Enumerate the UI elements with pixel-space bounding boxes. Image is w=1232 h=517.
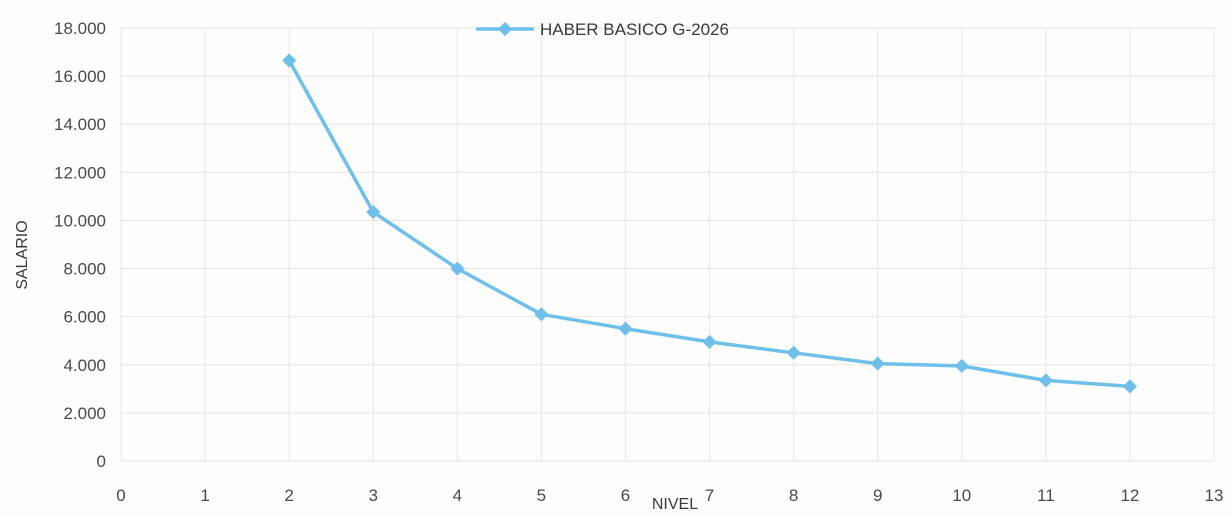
- grid-lines: [120, 27, 1215, 462]
- legend-marker-swatch: [497, 21, 513, 37]
- y-tick-label: 4.000: [63, 356, 106, 375]
- x-tick-label: 8: [789, 486, 798, 505]
- legend-entry-label: HABER BASICO G-2026: [540, 20, 729, 39]
- x-axis-title: NIVEL: [652, 496, 698, 513]
- data-point-marker: [450, 261, 465, 276]
- x-tick-label: 6: [621, 486, 630, 505]
- x-tick-label: 1: [200, 486, 209, 505]
- x-tick-label: 9: [873, 486, 882, 505]
- y-axis-title: SALARIO: [14, 220, 31, 289]
- y-tick-label: 18.000: [54, 19, 106, 38]
- x-tick-label: 11: [1037, 486, 1055, 505]
- x-tick-label: 3: [368, 486, 377, 505]
- data-point-marker: [1038, 373, 1053, 388]
- y-tick-label: 0: [97, 452, 106, 471]
- x-tick-label: 0: [116, 486, 125, 505]
- x-axis-tick-labels: 0 1 2 3 4 5 6 7 8 9 10 11 12 13: [116, 486, 1223, 505]
- data-point-marker: [534, 307, 549, 322]
- data-point-marker: [282, 53, 297, 68]
- y-tick-label: 16.000: [54, 67, 106, 86]
- data-point-marker: [870, 356, 885, 371]
- x-tick-label: 2: [284, 486, 293, 505]
- x-tick-label: 4: [453, 486, 462, 505]
- data-point-marker: [954, 358, 969, 374]
- x-tick-label: 5: [537, 486, 546, 505]
- data-point-marker: [1122, 379, 1137, 394]
- y-axis-tick-labels: 0 2.000 4.000 6.000 8.000 10.000 12.000 14.000 1…: [54, 19, 106, 471]
- x-tick-label: 12: [1120, 486, 1139, 505]
- y-tick-label: 2.000: [63, 404, 106, 423]
- x-tick-label: 10: [952, 486, 971, 505]
- y-tick-label: 10.000: [54, 211, 106, 230]
- y-tick-label: 6.000: [63, 308, 106, 327]
- legend: HABER BASICO G-2026: [476, 20, 729, 39]
- series-layer: [282, 53, 1137, 394]
- x-tick-label: 13: [1205, 486, 1224, 505]
- data-point-marker: [366, 204, 381, 220]
- y-tick-label: 12.000: [54, 163, 106, 182]
- x-tick-label: 7: [705, 486, 714, 505]
- y-tick-label: 14.000: [54, 115, 106, 134]
- data-point-marker: [618, 321, 633, 336]
- y-tick-label: 8.000: [63, 260, 106, 279]
- data-point-marker: [702, 334, 717, 349]
- data-point-marker: [786, 345, 801, 360]
